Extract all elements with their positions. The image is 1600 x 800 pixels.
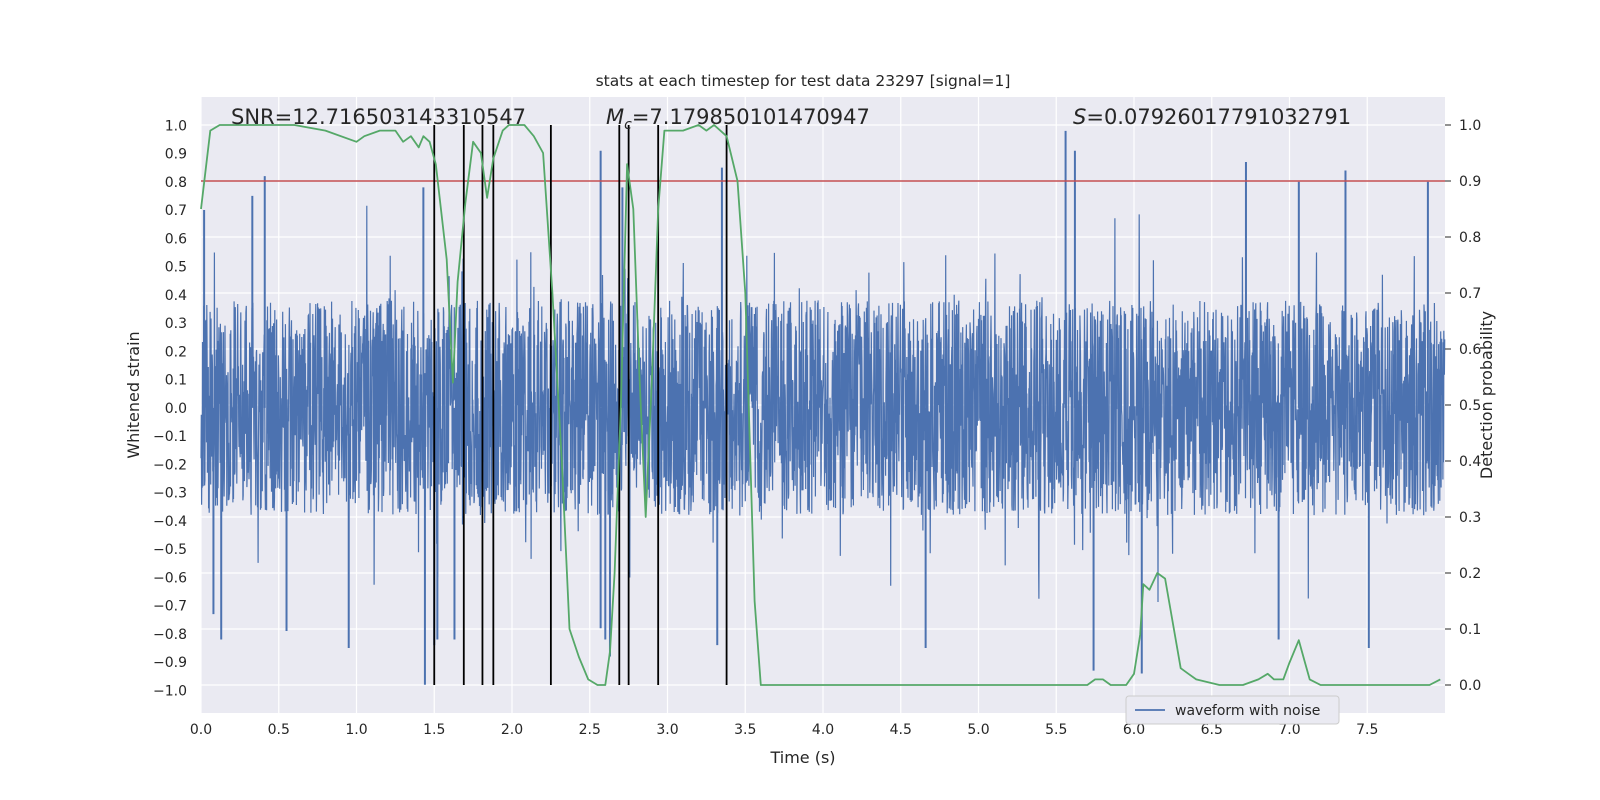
x-tick-label: 1.5 [423,722,445,738]
x-tick-label: 7.5 [1356,722,1378,738]
y-tick-labels: 1.0 0.9 0.8 0.7 0.6 0.5 0.4 0.3 0.2 0.1 0.0 −0.1 −0.… [153,118,187,699]
s-annotation: S=0.07926017791032791 [1073,105,1351,129]
y2-axis-label: Detection probability [1477,311,1496,479]
waveform-line [200,205,1446,603]
y2-tick-labels: 1.0 0.9 0.8 0.7 0.6 0.5 0.4 0.3 0.2 0.1 0.0 [1445,118,1481,694]
mc-subscript: c [624,117,632,133]
x-tick-label: 6.5 [1201,722,1223,738]
y-tick-label: −0.3 [153,486,187,502]
y2-tick-label: 0.6 [1459,342,1481,358]
x-tick-label: 4.0 [812,722,834,738]
x-tick-label: 2.5 [579,722,601,738]
x-tick-label: 6.0 [1123,722,1145,738]
x-tick-label: 7.0 [1278,722,1300,738]
x-tick-label: 3.5 [734,722,756,738]
y-tick-label: −0.6 [153,570,187,586]
y-tick-label: 0.1 [165,373,187,389]
y-tick-label: 0.2 [165,344,187,360]
y2-tick-label: 0.7 [1459,286,1481,302]
legend-label: waveform with noise [1175,703,1320,719]
x-tick-labels: 0.0 0.5 1.0 1.5 2.0 2.5 3.0 3.5 4.0 4.5 5.0 5.5 6.0 6… [190,722,1379,738]
x-tick-label: 5.5 [1045,722,1067,738]
y2-tick-label: 0.5 [1459,398,1481,414]
y-tick-label: −0.8 [153,627,187,643]
y-tick-label: 1.0 [165,118,187,134]
x-tick-label: 0.0 [190,722,212,738]
y-tick-label: 0.8 [165,175,187,191]
x-tick-label: 3.0 [656,722,678,738]
y2-tick-label: 0.8 [1459,230,1481,246]
x-tick-label: 4.5 [890,722,912,738]
y-tick-label: 0.4 [165,288,187,304]
y-tick-label: 0.3 [165,316,187,332]
x-tick-label: 0.5 [268,722,290,738]
y-tick-label: −1.0 [153,683,187,699]
mc-value: =7.179850101470947 [632,105,870,129]
y2-tick-label: 0.1 [1459,622,1481,638]
y2-tick-label: 0.0 [1459,678,1481,694]
y2-tick-label: 0.2 [1459,566,1481,582]
waveform-series [200,130,1446,685]
y-tick-label: −0.5 [153,542,187,558]
x-tick-label: 2.0 [501,722,523,738]
probability-series [200,124,1441,686]
s-value: =0.07926017791032791 [1086,105,1351,129]
y-tick-label: 0.6 [165,231,187,247]
legend: waveform with noise [1125,695,1340,725]
probability-line [200,124,1441,686]
y-tick-label: −0.1 [153,429,187,445]
x-tick-label: 5.0 [967,722,989,738]
y-tick-label: 0.9 [165,147,187,163]
y-tick-label: −0.7 [153,599,187,615]
y-tick-label: 0.7 [165,203,187,219]
y2-tick-label: 0.4 [1459,454,1481,470]
x-tick-label: 1.0 [345,722,367,738]
mc-symbol: M [606,105,624,129]
y-tick-label: 0.0 [165,401,187,417]
y2-tick-label: 0.3 [1459,510,1481,526]
mc-annotation: Mc=7.179850101470947 [606,105,870,133]
y-tick-label: −0.2 [153,457,187,473]
y-axis-label: Whitened strain [124,331,143,458]
legend-box [1125,695,1340,725]
s-symbol: S [1073,105,1086,129]
snr-annotation: SNR=12.716503143310547 [231,105,526,129]
y2-tick-label: 1.0 [1459,118,1481,134]
y-tick-label: 0.5 [165,260,187,276]
chart-title: stats at each timestep for test data 232… [596,72,1011,90]
y-tick-label: −0.9 [153,655,187,671]
x-axis-label: Time (s) [769,748,835,767]
y2-tick-label: 0.9 [1459,174,1481,190]
y-tick-label: −0.4 [153,514,187,530]
